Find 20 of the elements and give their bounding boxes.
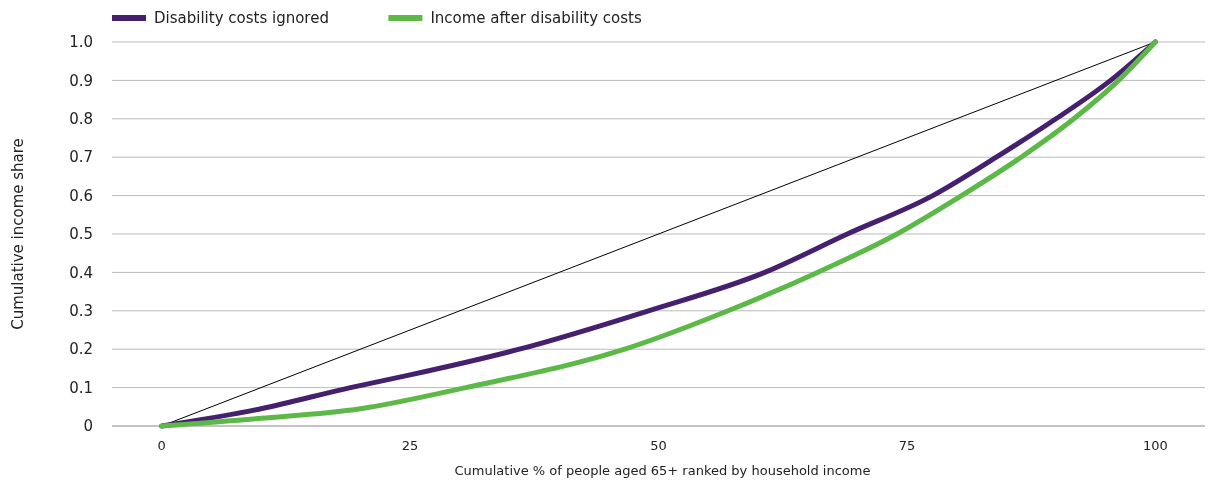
y-tick-label: 0.5 (69, 225, 93, 244)
y-tick-label: 0 (83, 417, 93, 436)
legend-label: Disability costs ignored (154, 9, 329, 28)
legend-label: Income after disability costs (430, 9, 642, 28)
x-tick-label: 0 (157, 438, 166, 453)
y-tick-label: 0.4 (69, 263, 93, 282)
y-tick-label: 0.9 (69, 71, 93, 90)
y-tick-label: 0.2 (69, 340, 93, 359)
y-tick-label: 0.7 (69, 148, 93, 167)
x-tick-label: 75 (898, 438, 916, 453)
x-axis-title: Cumulative % of people aged 65+ ranked by household income (454, 463, 871, 478)
y-tick-label: 0.6 (69, 186, 93, 205)
y-axis-title: Cumulative income share (9, 138, 27, 330)
y-tick-label: 0.1 (69, 378, 93, 397)
y-tick-label: 0.8 (69, 110, 93, 129)
x-tick-label: 25 (401, 438, 419, 453)
x-tick-label: 50 (650, 438, 667, 453)
x-tick-label: 100 (1142, 438, 1168, 453)
y-tick-label: 1.0 (69, 33, 93, 52)
y-tick-label: 0.3 (69, 302, 93, 321)
